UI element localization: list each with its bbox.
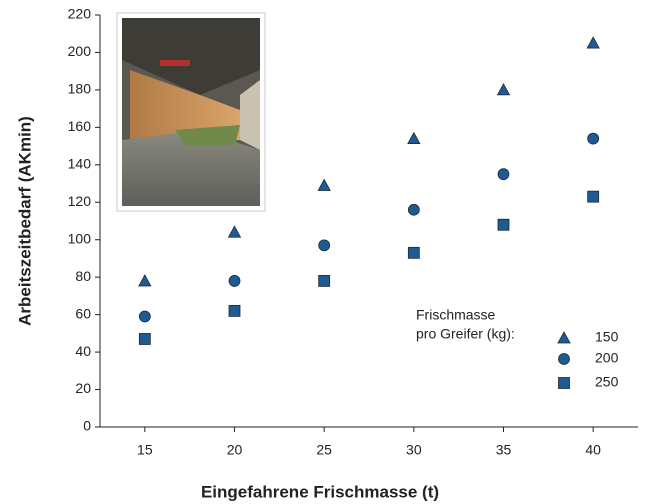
- x-tick-label: 20: [227, 442, 243, 458]
- point: [498, 169, 509, 180]
- y-tick-label: 140: [68, 156, 92, 172]
- point: [498, 219, 509, 230]
- point: [408, 133, 420, 144]
- point: [587, 37, 599, 48]
- point: [229, 305, 240, 316]
- y-tick-label: 40: [75, 343, 91, 359]
- x-tick-label: 30: [406, 442, 422, 458]
- chart: Eingefahrene Frischmasse (t) Arbeitszeit…: [0, 0, 645, 504]
- legend-label: 250: [595, 374, 619, 390]
- x-tick-label: 35: [496, 442, 512, 458]
- point: [588, 191, 599, 202]
- y-tick-label: 200: [68, 43, 92, 59]
- y-tick-label: 0: [83, 418, 91, 434]
- point: [139, 333, 150, 344]
- y-tick-label: 80: [75, 268, 91, 284]
- y-tick-label: 160: [68, 118, 92, 134]
- y-axis-title: Arbeitszeitbedarf (AKmin): [15, 116, 34, 326]
- x-tick-label: 25: [316, 442, 332, 458]
- point: [588, 133, 599, 144]
- point: [318, 179, 330, 190]
- legend-label: 150: [595, 329, 619, 345]
- y-tick-label: 20: [75, 380, 91, 396]
- y-tick-label: 180: [68, 81, 92, 97]
- point: [408, 204, 419, 215]
- x-tick-label: 15: [137, 442, 153, 458]
- point: [319, 275, 330, 286]
- legend-marker: [559, 378, 570, 389]
- point: [139, 275, 151, 286]
- y-tick-label: 120: [68, 193, 92, 209]
- point: [498, 84, 510, 95]
- point: [229, 275, 240, 286]
- point: [319, 240, 330, 251]
- point: [139, 311, 150, 322]
- y-tick-label: 220: [68, 6, 92, 22]
- photo-inset: [117, 13, 265, 211]
- y-tick-label: 60: [75, 305, 91, 321]
- point: [408, 247, 419, 258]
- x-axis-title: Eingefahrene Frischmasse (t): [201, 482, 439, 501]
- legend-title: Frischmasse: [416, 307, 496, 323]
- x-tick-label: 40: [585, 442, 601, 458]
- legend-title: pro Greifer (kg):: [416, 326, 515, 342]
- legend-marker: [559, 354, 570, 365]
- y-tick-label: 100: [68, 230, 92, 246]
- point: [229, 226, 241, 237]
- legend-marker: [558, 332, 570, 343]
- legend-label: 200: [595, 350, 619, 366]
